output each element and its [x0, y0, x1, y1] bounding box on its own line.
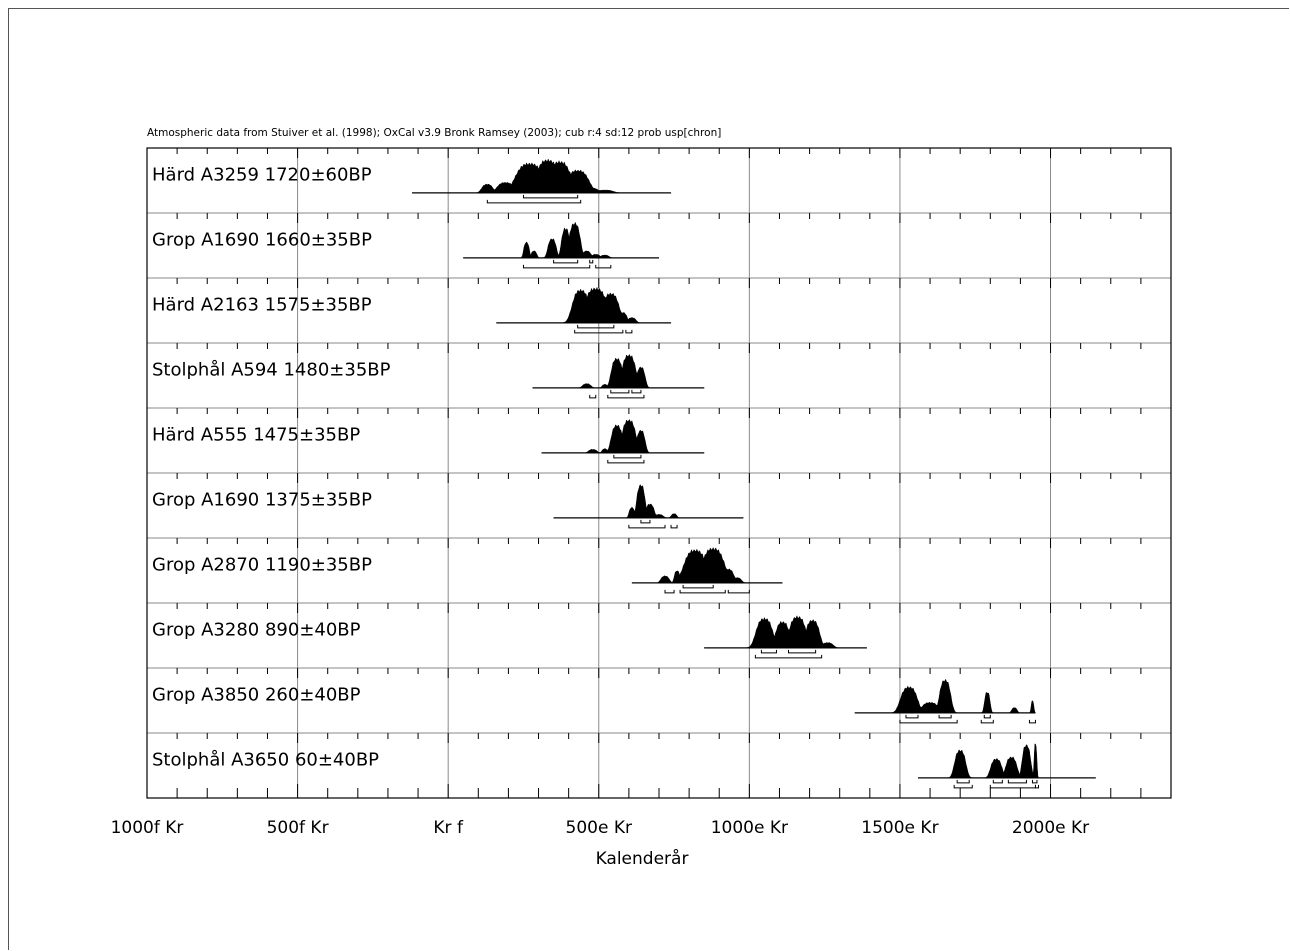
series-label: Härd A2163 1575±35BP [152, 295, 372, 316]
sigma-range [754, 654, 823, 659]
sigma-range [628, 524, 666, 529]
sigma-range [553, 259, 579, 264]
sigma-range [625, 329, 633, 334]
sigma-range [679, 589, 726, 594]
sigma-range [989, 784, 1036, 789]
series-age: 1375±35BP [265, 490, 372, 511]
series-name: Stolphål A594 [152, 360, 283, 381]
series-name: Grop A1690 [152, 490, 265, 511]
series-label: Grop A2870 1190±35BP [152, 555, 372, 576]
sigma-range [1007, 779, 1027, 784]
sigma-range [670, 524, 678, 529]
series-label: Grop A3280 890±40BP [152, 620, 361, 641]
series-name: Härd A3259 [152, 165, 265, 186]
series-age: 1190±35BP [265, 555, 372, 576]
series-name: Stolphål A3650 [152, 750, 295, 771]
x-axis-label: Kalenderår [596, 848, 689, 869]
sigma-range [613, 454, 642, 459]
probability-distribution [631, 546, 783, 584]
series-label: Stolphål A3650 60±40BP [152, 750, 379, 771]
probability-distribution [462, 221, 660, 259]
probability-distribution [540, 419, 705, 454]
sigma-range [760, 649, 777, 654]
sigma-range [956, 779, 970, 784]
series-label: Grop A1690 1375±35BP [152, 490, 372, 511]
sigma-range [682, 584, 714, 589]
series-name: Grop A3280 [152, 620, 265, 641]
series-age: 1660±35BP [265, 230, 372, 251]
series-name: Grop A1690 [152, 230, 265, 251]
probability-distribution [495, 286, 672, 324]
x-tick-label: 1000f Kr [111, 818, 184, 838]
sigma-range [589, 394, 597, 399]
sigma-range [1031, 779, 1038, 784]
series-name: Grop A2870 [152, 555, 265, 576]
sigma-range [522, 194, 579, 199]
series-age: 1480±35BP [283, 360, 390, 381]
sigma-range [610, 389, 630, 394]
sigma-range [905, 714, 919, 719]
sigma-range [983, 714, 991, 719]
x-tick-label: 500f Kr [267, 818, 329, 838]
sigma-range [1034, 784, 1039, 789]
series-label: Grop A3850 260±40BP [152, 685, 361, 706]
series-label: Grop A1690 1660±35BP [152, 230, 372, 251]
series-name: Härd A2163 [152, 295, 265, 316]
series-name: Grop A3850 [152, 685, 265, 706]
x-tick-label: Kr f [433, 818, 464, 838]
sigma-range [1028, 719, 1036, 724]
sigma-range [980, 719, 994, 724]
x-tick-label: 1000e Kr [711, 818, 788, 838]
sigma-range [788, 649, 817, 654]
sigma-range [640, 519, 651, 524]
sigma-range [589, 259, 594, 264]
probability-distribution [553, 484, 744, 519]
sigma-range [953, 784, 973, 789]
sigma-range [899, 719, 958, 724]
sigma-range [574, 329, 624, 334]
probability-distribution [917, 743, 1097, 779]
series-age: 1575±35BP [265, 295, 372, 316]
series-age: 890±40BP [265, 620, 361, 641]
x-tick-label: 500e Kr [566, 818, 632, 838]
sigma-range [727, 589, 750, 594]
chart-subtitle: Atmospheric data from Stuiver et al. (19… [147, 127, 721, 139]
sigma-range [595, 264, 612, 269]
sigma-range [577, 324, 615, 329]
sigma-range [522, 264, 591, 269]
sigma-range [607, 459, 645, 464]
probability-distribution [703, 615, 868, 649]
page-frame [8, 8, 1289, 950]
series-label: Härd A3259 1720±60BP [152, 165, 372, 186]
series-label: Stolphål A594 1480±35BP [152, 360, 391, 381]
sigma-range [664, 589, 675, 594]
sigma-range [631, 389, 642, 394]
sigma-range [607, 394, 645, 399]
series-age: 1720±60BP [265, 165, 372, 186]
plot-area: Härd A3259 1720±60BP Grop A1690 1660±35BP… [152, 158, 1097, 789]
sigma-range [486, 199, 582, 204]
x-tick-label: 1500e Kr [861, 818, 938, 838]
axis-ticks: 1000f Kr 500f Kr Kr f 500e Kr 1000e Kr 1500e … [111, 148, 1172, 838]
series-age: 1475±35BP [253, 425, 360, 446]
sigma-range [938, 714, 952, 719]
series-age: 260±40BP [265, 685, 361, 706]
probability-distribution [532, 354, 705, 389]
sigma-range [992, 779, 1003, 784]
series-label: Härd A555 1475±35BP [152, 425, 360, 446]
series-age: 60±40BP [295, 750, 379, 771]
probability-distribution [854, 678, 1036, 714]
probability-distribution [411, 158, 672, 194]
x-tick-label: 2000e Kr [1012, 818, 1089, 838]
series-name: Härd A555 [152, 425, 253, 446]
